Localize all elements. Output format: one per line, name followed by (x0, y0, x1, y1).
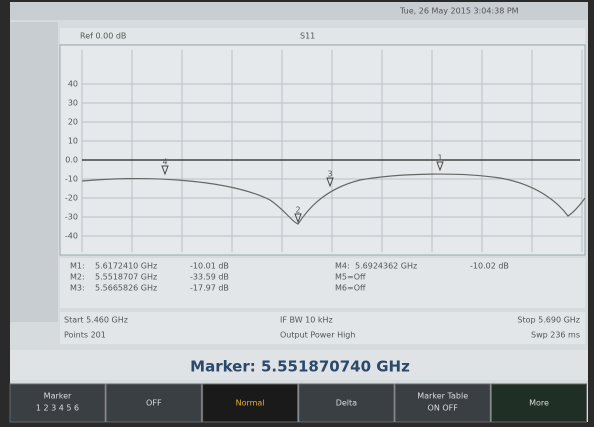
y-label: -20 (65, 194, 78, 203)
y-label: -30 (65, 213, 78, 222)
softkey-label[interactable]: 1 2 3 4 5 6 (36, 404, 79, 413)
softkey-label[interactable]: Delta (336, 399, 357, 408)
marker-cell: -17.97 dB (190, 284, 229, 293)
marker-cell: M4: (335, 262, 350, 271)
output-power: Output Power High (280, 331, 355, 340)
date: Tue, 26 May 2015 3:04:38 PM (399, 7, 519, 16)
marker-cell: M2: (70, 273, 85, 282)
marker-glyphs: 1 2 3 4 (161, 154, 444, 224)
y-label: 0.0 (65, 156, 78, 165)
marker-readout: Marker: 5.551870740 GHz (190, 358, 410, 376)
marker-cell: -10.01 dB (190, 262, 229, 271)
marker-glyph (161, 165, 169, 176)
softkey[interactable] (105, 383, 202, 423)
softkey-label[interactable]: Marker (44, 392, 72, 401)
softkey-label[interactable]: More (529, 399, 549, 408)
if-bw: IF BW 10 kHz (280, 316, 333, 325)
marker-cell: M3: (70, 284, 85, 293)
sweep: Swp 236 ms (531, 331, 580, 340)
softkey[interactable] (9, 383, 106, 423)
marker-cell: 5.6924362 GHz (355, 262, 417, 271)
marker-glyph (326, 177, 334, 188)
y-label: 20 (68, 118, 78, 127)
stop: Stop 5.690 GHz (517, 316, 580, 325)
ref-level: Ref 0.00 dB (80, 32, 126, 41)
marker-cell: 5.6172410 GHz (95, 262, 157, 271)
marker-cell: M6=Off (335, 284, 366, 293)
softkey-label[interactable]: OFF (146, 399, 162, 408)
softkey[interactable] (394, 383, 491, 423)
y-label: 30 (68, 99, 78, 108)
marker-cell: -33.59 dB (190, 273, 229, 282)
softkey-label[interactable]: Marker Table (417, 392, 468, 401)
s-param: S11 (300, 32, 315, 41)
softkeys: Marker 1 2 3 4 5 6 OFF Normal Delta Marker Ta… (9, 383, 587, 423)
softkey[interactable] (298, 383, 395, 423)
graph-area (59, 44, 586, 256)
marker-cell: -10.02 dB (470, 262, 509, 271)
y-label: -40 (65, 232, 78, 241)
marker-id: 3 (327, 170, 332, 179)
points: Points 201 (64, 331, 106, 340)
marker-cell: 5.5665826 GHz (95, 284, 157, 293)
marker-cell: M1: (70, 262, 85, 271)
y-label: -10 (65, 175, 78, 184)
marker-glyph (294, 213, 302, 224)
start: Start 5.460 GHz (64, 316, 128, 325)
softkey[interactable] (202, 383, 299, 423)
softkey-label[interactable]: ON OFF (428, 404, 459, 413)
side-panel (10, 22, 58, 322)
marker-id: 1 (437, 154, 442, 163)
marker-glyph (436, 161, 444, 172)
marker-cell: 5.5518707 GHz (95, 273, 157, 282)
trace (81, 173, 586, 225)
marker-cell: M5=Off (335, 273, 366, 282)
softkey[interactable] (491, 383, 587, 423)
softkey-label[interactable]: Normal (236, 399, 265, 408)
marker-id: 2 (295, 206, 300, 215)
y-label: 40 (68, 80, 78, 89)
graph-header (60, 28, 585, 44)
status-bar (10, 2, 588, 20)
marker-id: 4 (162, 158, 167, 167)
footer (60, 312, 585, 344)
marker-table (60, 258, 585, 308)
readout-bar (10, 350, 588, 380)
marker-rows: M1: 5.6172410 GHz -10.01 dB M2: 5.5518707 GH… (70, 262, 509, 293)
y-label: 10 (68, 137, 78, 146)
